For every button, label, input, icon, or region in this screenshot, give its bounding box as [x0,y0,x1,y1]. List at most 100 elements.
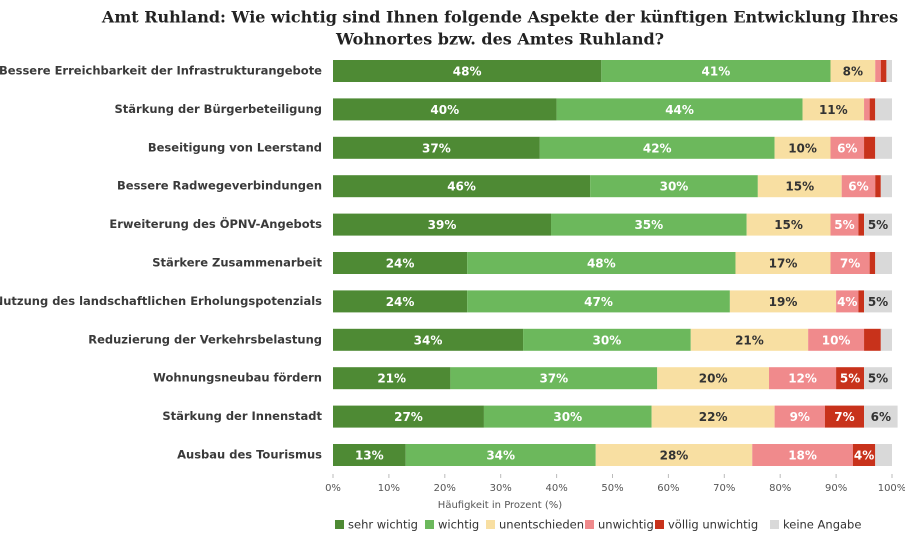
x-axis-label: Häufigkeit in Prozent (%) [438,500,562,511]
bar-segment [875,252,892,274]
data-label: 18% [788,449,817,463]
data-label: 4% [854,449,874,463]
bar-segment [523,328,691,351]
data-label: 6% [837,141,857,155]
bar-segment [875,175,881,198]
category-label: Stärkere Zusammenarbeit [152,256,322,270]
legend-swatch [425,520,434,529]
bar-segment [690,328,809,351]
category-label: Erweiterung des ÖPNV-Angebots [109,216,322,231]
bar-segment [864,98,870,121]
bar-segment [875,98,892,121]
bar-segment [333,60,602,82]
data-label: 30% [593,333,622,347]
bar-segment [333,290,468,313]
data-label: 17% [769,257,798,271]
x-tick-label: 10% [378,483,400,494]
bar-segment [875,60,881,82]
data-label: 12% [788,372,817,386]
x-tick-label: 40% [545,483,567,494]
data-label: 27% [394,410,423,424]
bar-segment [333,136,540,159]
bar-segment [757,175,842,198]
bar-segment [880,60,887,82]
bar-segment [601,60,831,82]
data-label: 47% [584,295,613,309]
data-label: 41% [702,65,731,79]
category-label: Ausbau des Tourismus [177,448,322,462]
data-label: 42% [643,141,672,155]
bar-segment [830,252,870,274]
legend-label: keine Angabe [783,518,861,532]
x-tick-label: 80% [769,483,791,494]
bar-segment [333,328,524,351]
bar-segment [824,405,865,428]
data-label: 7% [834,410,854,424]
data-label: 8% [843,65,863,79]
x-tick-label: 30% [490,483,512,494]
data-label: 5% [834,218,854,232]
data-label: 34% [414,333,443,347]
data-label: 21% [377,372,406,386]
x-tick-label: 90% [825,483,847,494]
bar-segment [467,252,736,274]
data-label: 4% [837,295,857,309]
bar-segment [875,136,892,159]
data-label: 40% [430,103,459,117]
data-label: 5% [840,372,860,386]
x-tick-label: 20% [434,483,456,494]
bar-segment [864,136,876,159]
category-label: Reduzierung der Verkehrsbelastung [88,332,322,346]
bar-segment [880,328,892,351]
data-label: 46% [447,180,476,194]
bar-segment [869,252,876,274]
bar-segment [864,405,898,428]
data-label: 48% [453,65,482,79]
data-label: 6% [871,410,891,424]
data-label: 37% [422,141,451,155]
data-label: 39% [428,218,457,232]
data-label: 5% [868,372,888,386]
data-label: 37% [539,372,568,386]
bar-segment [405,444,596,466]
bar-segment [333,175,591,198]
data-label: 10% [822,333,851,347]
legend-label: völlig unwichtig [668,518,758,532]
legend-label: wichtig [438,518,479,532]
bar-segment [333,367,451,390]
data-label: 6% [848,180,868,194]
legend-swatch [585,520,594,529]
bar-segment [333,444,406,466]
bar-segment [875,444,892,466]
bar-segment [886,60,892,82]
bar-segment [551,213,747,236]
category-label: Stärkung der Bürgerbeteiligung [115,102,323,116]
x-tick-label: 50% [601,483,623,494]
legend-swatch [770,520,779,529]
bar-segment [333,98,557,121]
bar-segment [729,290,837,313]
data-label: 48% [587,257,616,271]
data-label: 22% [699,410,728,424]
bar-segment [774,405,825,428]
bar-segment [864,367,892,390]
data-label: 11% [819,103,848,117]
bar-segment [333,405,484,428]
data-label: 28% [660,449,689,463]
category-label: Stärkung der Innenstadt [162,409,322,423]
bar-segment [450,367,658,390]
data-label: 35% [634,218,663,232]
bar-segment [333,213,552,236]
bar-segment [864,290,892,313]
data-label: 19% [769,295,798,309]
bar-segment [769,367,837,390]
category-label: Bessere Erreichbarkeit der Infrastruktur… [0,64,322,78]
bar-segment [830,213,859,236]
x-tick-label: 60% [657,483,679,494]
data-label: 15% [785,180,814,194]
data-label: 15% [774,218,803,232]
bar-segment [858,213,865,236]
bar-segment [802,98,865,121]
category-label: Bessere Radwegeverbindungen [117,179,322,193]
